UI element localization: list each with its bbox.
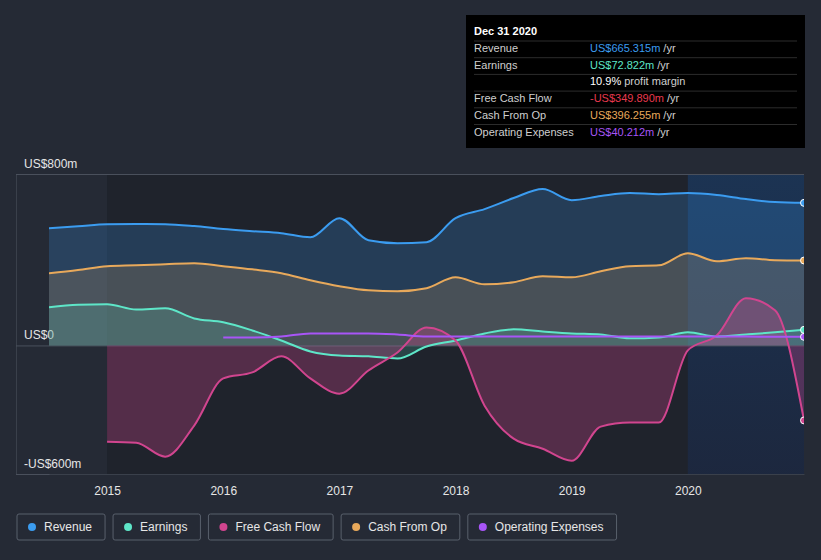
end-marker (801, 257, 805, 264)
legend-label: Revenue (44, 520, 92, 534)
y-tick-label: -US$600m (24, 457, 81, 471)
legend-swatch (28, 523, 36, 531)
end-marker (801, 199, 805, 206)
tooltip-value-line: 10.9%profit margin (590, 75, 685, 87)
legend-button[interactable] (17, 514, 105, 540)
x-tick-label: 2019 (559, 484, 586, 498)
legend-label: Earnings (140, 520, 187, 534)
x-axis-line (50, 474, 805, 475)
tooltip-value-line: US$40.212m/yr (590, 126, 670, 138)
legend-button[interactable] (468, 514, 617, 540)
y-axis-line (16, 175, 17, 475)
tooltip-unit: /yr (663, 109, 676, 121)
tooltip-label: Revenue (474, 42, 518, 54)
x-tick-label: 2018 (443, 484, 470, 498)
x-tick: 2015 (94, 474, 121, 498)
tooltip-value: US$40.212m (590, 126, 654, 138)
end-marker (801, 326, 805, 333)
y-tick: -US$600m (16, 457, 804, 475)
x-tick: 2017 (327, 474, 354, 498)
tooltip-value: US$396.255m (590, 109, 660, 121)
legend-swatch (479, 523, 487, 531)
x-tick-label: 2017 (327, 484, 354, 498)
tooltip-label: Free Cash Flow (474, 92, 552, 104)
y-tick: US$800m (16, 157, 804, 175)
end-marker (801, 333, 805, 340)
grid-line (16, 174, 804, 175)
tooltip-box (466, 15, 805, 148)
tooltip-title: Dec 31 2020 (474, 25, 537, 37)
x-tick-label: 2015 (94, 484, 121, 498)
x-tick: 2019 (559, 474, 586, 498)
legend-item[interactable]: Cash From Op (341, 514, 460, 540)
background (0, 0, 821, 560)
tooltip-unit: /yr (657, 59, 670, 71)
plot-area (49, 189, 804, 461)
legend-item[interactable]: Earnings (113, 514, 200, 540)
chart: -US$600mUS$0US$800m201520162017201820192… (0, 0, 821, 560)
grid-line (16, 474, 804, 475)
tooltip-label: Earnings (474, 59, 518, 71)
tooltip-value-line: US$396.255m/yr (590, 109, 676, 121)
legend-button[interactable] (113, 514, 200, 540)
y-axis: -US$600mUS$0US$800m (16, 157, 804, 475)
legend-swatch (124, 523, 132, 531)
x-tick-label: 2016 (210, 484, 237, 498)
x-axis: 2015 2016 2017 2018 2019 2020 (50, 474, 805, 498)
series-line (49, 253, 804, 291)
tooltip-unit: /yr (657, 126, 670, 138)
legend-swatch (219, 523, 227, 531)
tooltip-value-line: US$72.822m/yr (590, 59, 670, 71)
legend: Revenue Earnings Free Cash Flow Cash From O… (17, 514, 617, 540)
legend-label: Free Cash Flow (235, 520, 320, 534)
legend-label: Operating Expenses (495, 520, 604, 534)
legend-item[interactable]: Revenue (17, 514, 105, 540)
x-tick: 2020 (675, 474, 702, 498)
tooltip-label: Cash From Op (474, 109, 546, 121)
legend-item[interactable]: Operating Expenses (468, 514, 617, 540)
tooltip-label: Operating Expenses (474, 126, 574, 138)
series-line (49, 189, 804, 243)
series-line (107, 298, 804, 460)
series-line (49, 304, 804, 358)
tooltip-unit: /yr (663, 42, 676, 54)
tooltip-value-line: US$665.315m/yr (590, 42, 676, 54)
tooltip-value: US$665.315m (590, 42, 660, 54)
tooltip-value-line: -US$349.890m/yr (590, 92, 680, 104)
series-area (107, 298, 804, 460)
legend-button[interactable] (208, 514, 333, 540)
tooltip-unit: profit margin (624, 75, 685, 87)
tooltip-value: 10.9% (590, 75, 621, 87)
legend-swatch (352, 523, 360, 531)
y-tick-label: US$800m (24, 157, 77, 171)
tooltip-value: US$72.822m (590, 59, 654, 71)
legend-label: Cash From Op (368, 520, 447, 534)
x-tick: 2018 (443, 474, 470, 498)
tooltip-unit: /yr (667, 92, 680, 104)
x-tick: 2016 (210, 474, 237, 498)
end-marker (801, 417, 805, 424)
tooltip-value: -US$349.890m (590, 92, 664, 104)
tooltip: Dec 31 2020 Revenue US$665.315m/yr Earnings… (466, 15, 805, 148)
legend-button[interactable] (341, 514, 460, 540)
legend-item[interactable]: Free Cash Flow (208, 514, 333, 540)
x-tick-label: 2020 (675, 484, 702, 498)
series-line (223, 333, 804, 337)
